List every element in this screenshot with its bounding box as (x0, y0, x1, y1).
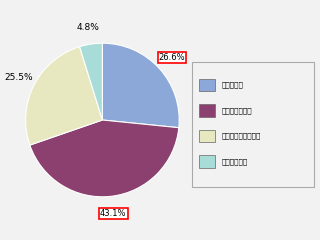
Text: やや感じている: やや感じている (221, 107, 252, 114)
Text: 25.5%: 25.5% (4, 73, 33, 82)
Wedge shape (102, 43, 179, 128)
Text: 感じている: 感じている (221, 82, 243, 88)
Text: 43.1%: 43.1% (100, 209, 126, 218)
Bar (199, 79, 215, 91)
Text: 26.6%: 26.6% (159, 53, 185, 62)
Wedge shape (26, 47, 102, 145)
Bar (199, 155, 215, 168)
Bar (199, 130, 215, 142)
Text: 感じていない: 感じていない (221, 158, 247, 165)
Text: あまり感じていない: あまり感じていない (221, 133, 260, 139)
Wedge shape (30, 120, 179, 197)
Bar (199, 104, 215, 117)
Wedge shape (80, 43, 102, 120)
Text: 4.8%: 4.8% (77, 23, 100, 32)
